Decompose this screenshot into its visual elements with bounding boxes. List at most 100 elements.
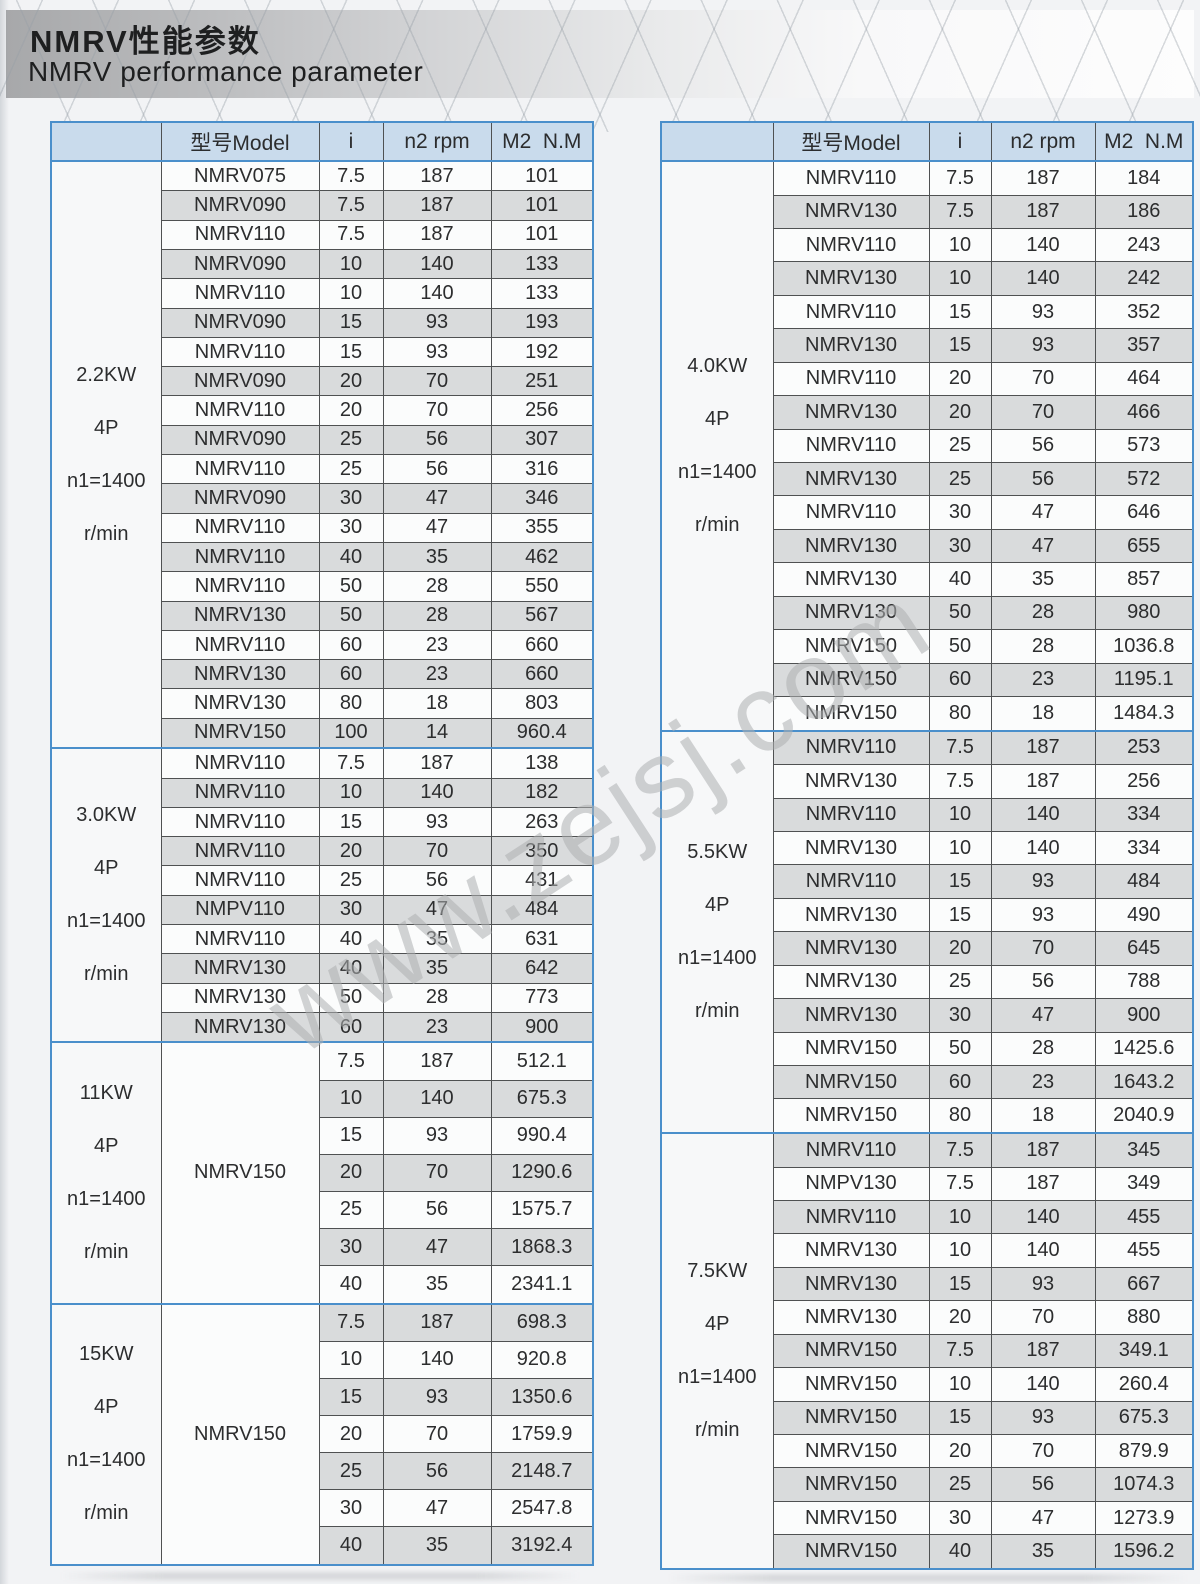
cell-ratio-i: 20 bbox=[928, 395, 992, 430]
cell-model: NMRV110 bbox=[160, 747, 320, 779]
cell-ratio-i: 15 bbox=[928, 864, 992, 899]
cell-n2-rpm: 93 bbox=[382, 806, 492, 838]
group-label-line: n1=1400 bbox=[678, 1365, 757, 1388]
table-row: NMRV130 60 23 660 bbox=[51, 659, 594, 690]
cell-n2-rpm: 93 bbox=[990, 1266, 1096, 1302]
group-label-line: 5.5KW bbox=[687, 840, 748, 863]
cell-n2-rpm: 47 bbox=[382, 483, 492, 514]
cell-model: NMRV150 bbox=[772, 1500, 930, 1536]
table-row: NMRV130 10 140 334 bbox=[661, 830, 1194, 866]
cell-model: NMRV130 bbox=[772, 261, 930, 296]
cell-n2-rpm: 187 bbox=[382, 190, 492, 221]
table-row: NMRV130 50 28 773 bbox=[51, 982, 594, 1013]
group-label-line: n1=1400 bbox=[67, 910, 146, 933]
group-label-line: 4P bbox=[705, 1312, 730, 1335]
group-label-line: 4P bbox=[94, 416, 119, 439]
table-row: NMRV110 40 35 631 bbox=[51, 924, 594, 955]
table-shadow-left bbox=[60, 1572, 580, 1580]
cell-n2-rpm: 70 bbox=[990, 395, 1096, 430]
cell-model: NMRV110 bbox=[772, 797, 930, 833]
cell-model: NMRV110 bbox=[772, 1200, 930, 1235]
cell-model: NMRV130 bbox=[160, 982, 320, 1013]
group-label-line: n1=1400 bbox=[678, 460, 757, 483]
cell-n2-rpm: 70 bbox=[382, 366, 492, 397]
cell-ratio-i: 25 bbox=[318, 1452, 384, 1491]
cell-ratio-i: 7.5 bbox=[928, 1131, 992, 1168]
table-row: NMRV110 7.5 187 101 bbox=[51, 219, 594, 251]
cell-n2-rpm: 18 bbox=[990, 695, 1096, 732]
cell-model: NMRV150 bbox=[772, 695, 930, 732]
cell-m2-torque: 334 bbox=[1094, 830, 1194, 866]
cell-m2-torque: 133 bbox=[490, 278, 594, 309]
cell-ratio-i: 15 bbox=[318, 307, 384, 338]
cell-n2-rpm: 70 bbox=[382, 1153, 492, 1192]
table-row: NMRV130 7.5 187 256 bbox=[661, 764, 1194, 799]
cell-ratio-i: 20 bbox=[318, 1153, 384, 1192]
cell-n2-rpm: 70 bbox=[382, 836, 492, 867]
cell-m2-torque: 788 bbox=[1094, 964, 1194, 1000]
cell-m2-torque: 490 bbox=[1094, 897, 1194, 933]
cell-n2-rpm: 140 bbox=[990, 261, 1096, 296]
table-row: 15 93 990.4 bbox=[51, 1116, 594, 1155]
cell-ratio-i: 7.5 bbox=[928, 764, 992, 799]
cell-n2-rpm: 28 bbox=[990, 595, 1096, 631]
table-row: 15KW 4P n1=1400 r/min NMRV150 7.5 187 698.3 bbox=[50, 1302, 594, 1566]
cell-m2-torque: 263 bbox=[490, 806, 594, 838]
cell-model: NMRV150 bbox=[772, 1400, 930, 1435]
cell-m2-torque: 1273.9 bbox=[1094, 1500, 1194, 1536]
table-row: 20 70 1290.6 bbox=[51, 1153, 594, 1192]
cell-model: NMRV110 bbox=[160, 629, 320, 661]
cell-m2-torque: 2341.1 bbox=[490, 1265, 594, 1305]
table-row: 4.0KW 4P n1=1400 r/min NMRV110 7.5 187 184 bbox=[660, 159, 1194, 732]
cell-n2-rpm: 56 bbox=[990, 461, 1096, 497]
cell-n2-rpm: 187 bbox=[382, 219, 492, 251]
table-row: NMRV150 40 35 1596.2 bbox=[661, 1534, 1194, 1570]
cell-n2-rpm: 140 bbox=[382, 1340, 492, 1380]
cell-m2-torque: 3192.4 bbox=[490, 1526, 594, 1566]
group-label-line: n1=1400 bbox=[67, 1449, 146, 1472]
cell-m2-torque: 345 bbox=[1094, 1131, 1194, 1168]
table-row: NMRV150 15 93 675.3 bbox=[661, 1400, 1194, 1435]
cell-model: NMRV075 bbox=[160, 160, 320, 192]
cell-ratio-i: 10 bbox=[318, 777, 384, 808]
table-row: NMRV110 10 140 133 bbox=[51, 278, 594, 309]
cell-model: NMRV130 bbox=[772, 1300, 930, 1335]
group-label-line: 4.0KW bbox=[687, 354, 748, 377]
table-row: 5.5KW 4P n1=1400 r/min NMRV110 7.5 187 253 bbox=[660, 729, 1194, 1134]
cell-n2-rpm: 23 bbox=[382, 1011, 492, 1043]
group-label-line: n1=1400 bbox=[67, 469, 146, 492]
cell-n2-rpm: 70 bbox=[382, 1415, 492, 1454]
table-row: NMRV110 15 93 352 bbox=[661, 294, 1194, 330]
table-row: NMRV130 15 93 357 bbox=[661, 328, 1194, 363]
cell-ratio-i: 30 bbox=[928, 998, 992, 1033]
cell-m2-torque: 350 bbox=[490, 836, 594, 867]
table-row: NMRV090 30 47 346 bbox=[51, 483, 594, 514]
performance-table-right: 型号Model i n2 rpm M2 N.M 4.0KW 4P n1=1400 r/min N… bbox=[660, 121, 1194, 1570]
cell-ratio-i: 15 bbox=[928, 1266, 992, 1302]
cell-ratio-i: 7.5 bbox=[928, 159, 992, 196]
table-row: NMRV150 50 28 1036.8 bbox=[661, 629, 1194, 664]
cell-m2-torque: 572 bbox=[1094, 461, 1194, 497]
cell-n2-rpm: 35 bbox=[990, 562, 1096, 597]
cell-n2-rpm: 23 bbox=[990, 1064, 1096, 1100]
cell-m2-torque: 1868.3 bbox=[490, 1228, 594, 1267]
table-row: 2.2KW 4P n1=1400 r/min NMRV075 7.5 187 101 bbox=[50, 159, 594, 749]
cell-m2-torque: 242 bbox=[1094, 261, 1194, 296]
table-row: 25 56 1575.7 bbox=[51, 1190, 594, 1230]
cell-ratio-i: 15 bbox=[928, 1400, 992, 1435]
cell-model: NMRV110 bbox=[160, 278, 320, 309]
cell-n2-rpm: 187 bbox=[382, 1041, 492, 1081]
header-n2-rpm: n2 rpm bbox=[990, 121, 1096, 162]
cell-ratio-i: 10 bbox=[318, 1079, 384, 1118]
table-row: NMRV130 40 35 857 bbox=[661, 562, 1194, 597]
cell-n2-rpm: 187 bbox=[990, 1333, 1096, 1369]
cell-m2-torque: 667 bbox=[1094, 1266, 1194, 1302]
cell-ratio-i: 20 bbox=[928, 361, 992, 397]
cell-n2-rpm: 93 bbox=[990, 1400, 1096, 1435]
cell-n2-rpm: 56 bbox=[382, 1190, 492, 1230]
cell-m2-torque: 857 bbox=[1094, 562, 1194, 597]
cell-ratio-i: 25 bbox=[318, 424, 384, 456]
table-row: NMRV150 25 56 1074.3 bbox=[661, 1467, 1194, 1502]
cell-ratio-i: 80 bbox=[318, 688, 384, 719]
cell-ratio-i: 60 bbox=[928, 1064, 992, 1100]
